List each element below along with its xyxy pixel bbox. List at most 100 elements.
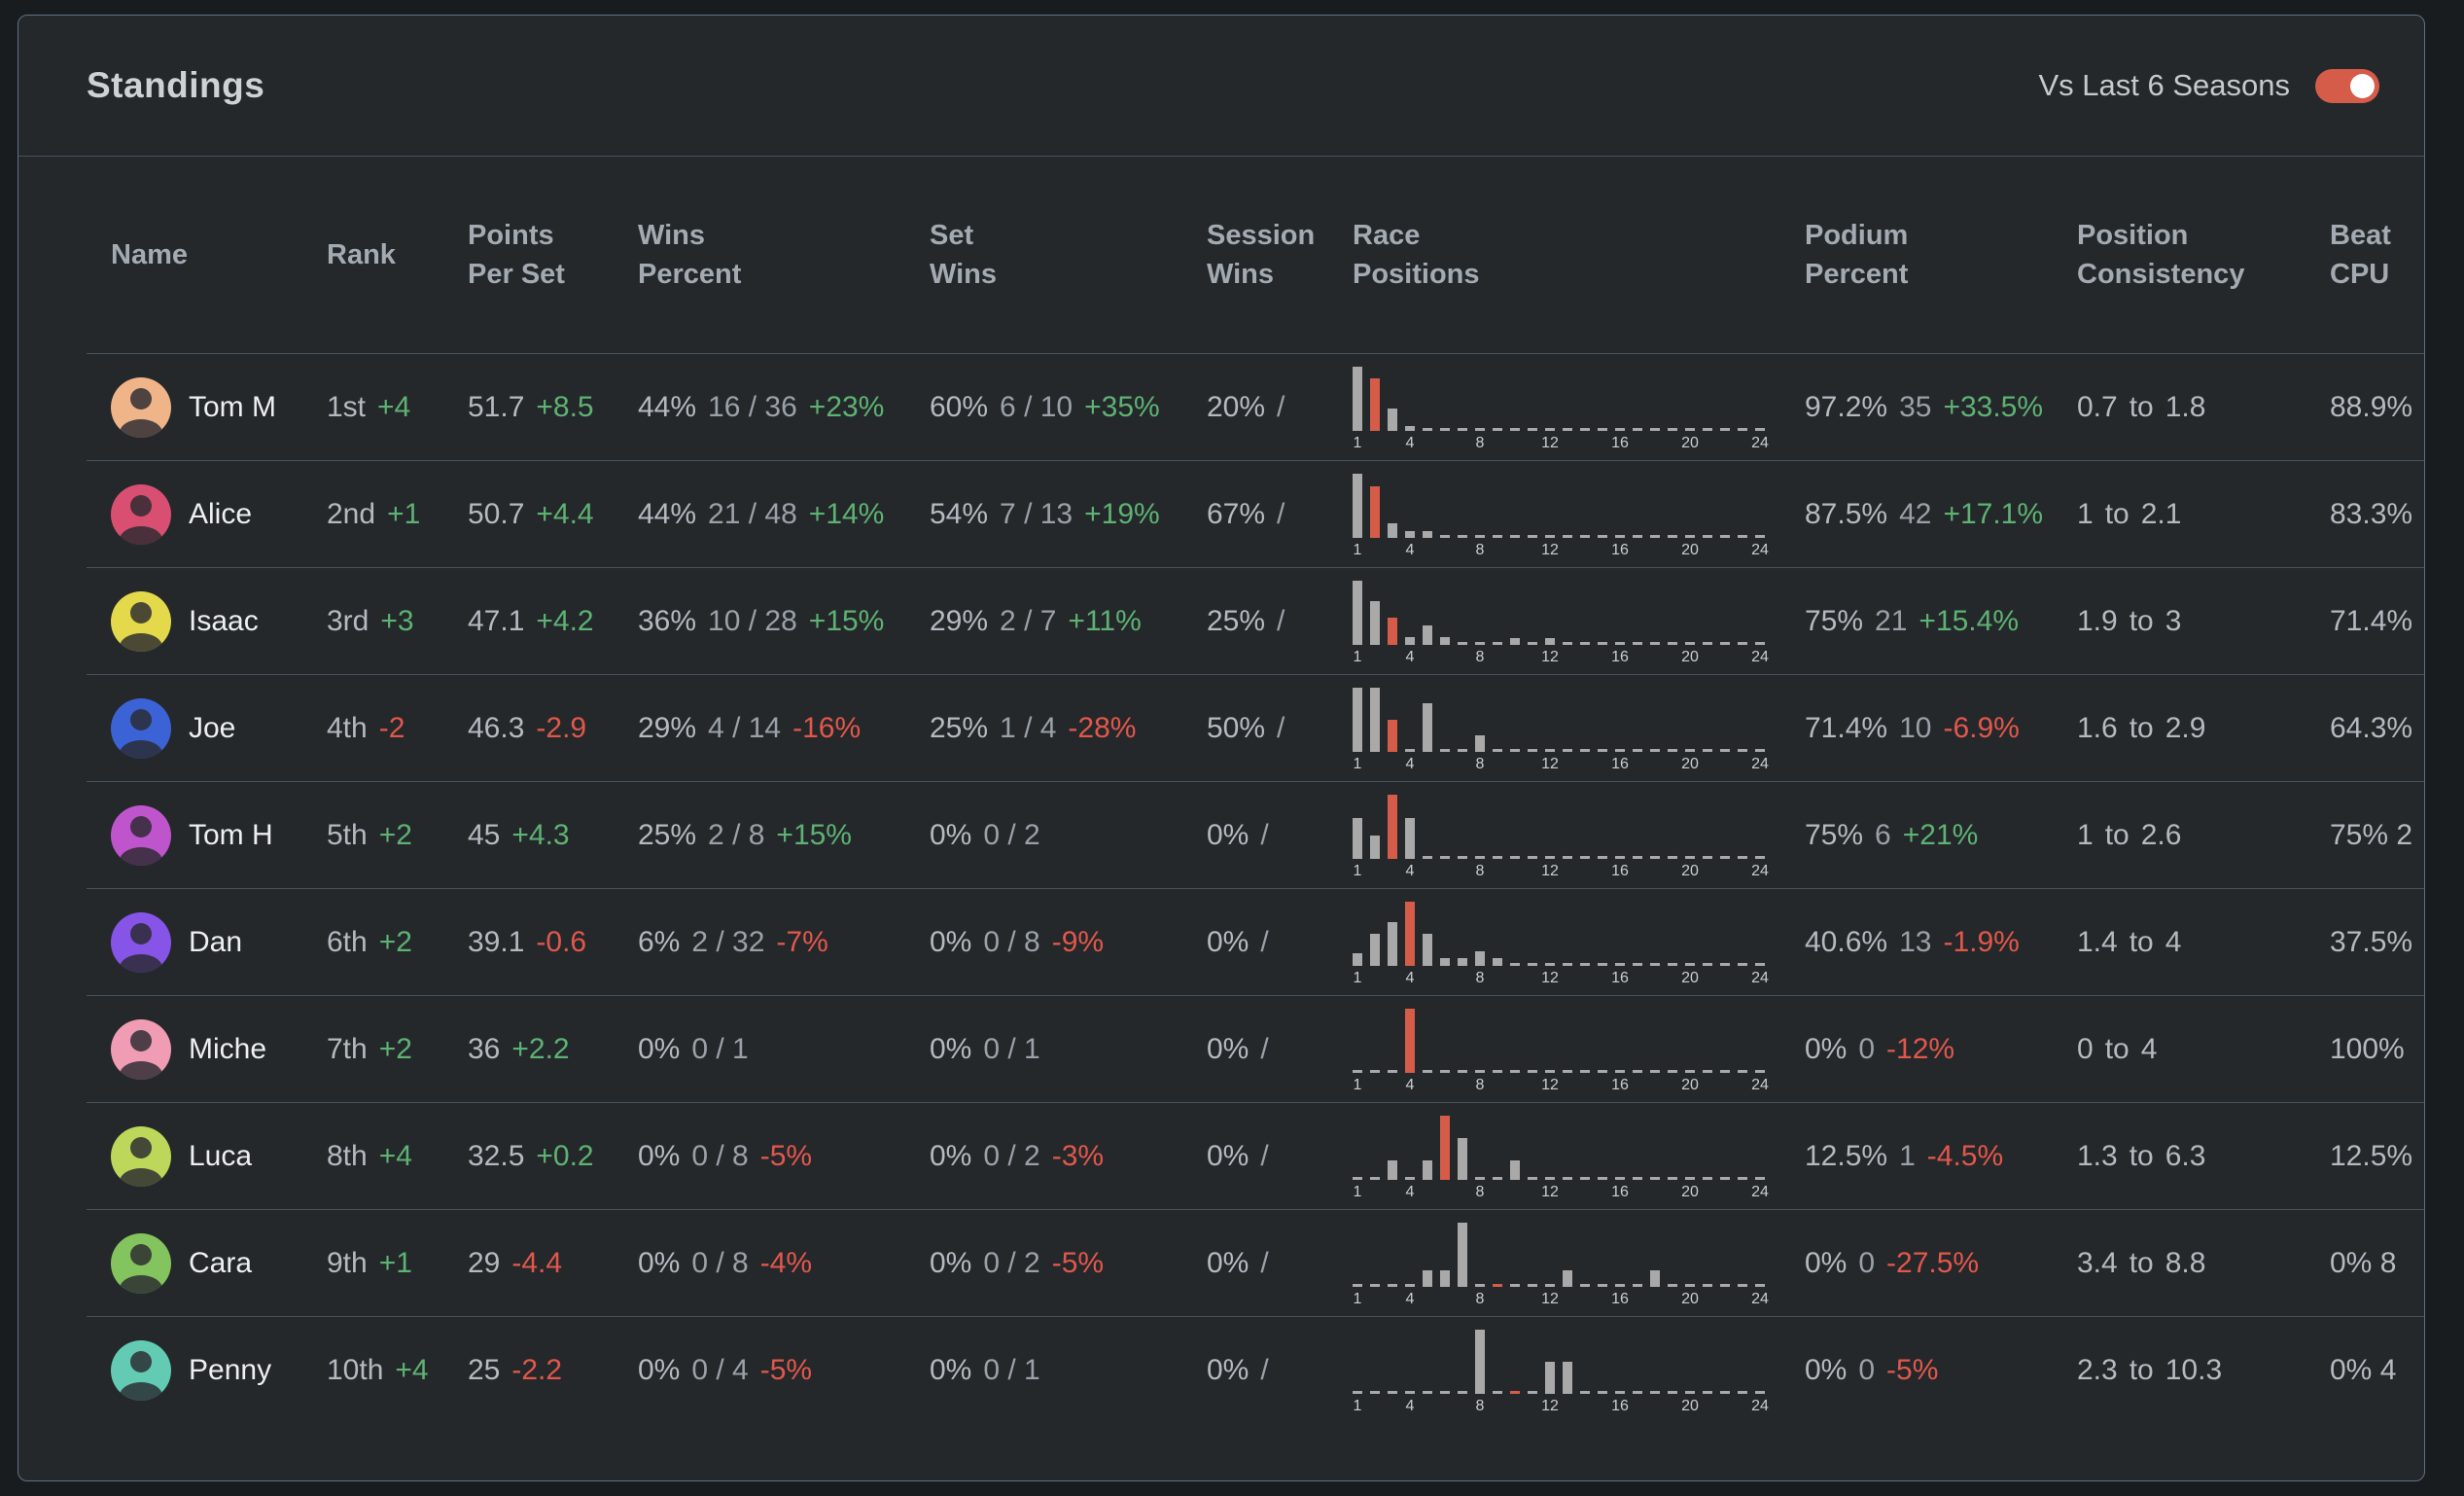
- race-position-slot: [1685, 535, 1695, 538]
- race-positions-cell: 1 4 8 12 16 20 24: [1328, 679, 1780, 777]
- avatar: [111, 1339, 171, 1401]
- wins-percent-value: 0%: [638, 1032, 681, 1065]
- race-position-bar: [1493, 1391, 1502, 1394]
- wins-percent-value: 44%: [638, 497, 697, 530]
- position-consistency-to-word: to: [2129, 390, 2154, 423]
- race-position-slot: [1703, 642, 1712, 645]
- race-position-slot: [1738, 1070, 1747, 1073]
- race-position-slot: [1545, 638, 1555, 645]
- race-position-slot: [1545, 1362, 1555, 1394]
- race-position-bar: [1598, 535, 1607, 538]
- race-position-slot: [1580, 1070, 1590, 1073]
- axis-tick-label: 1: [1353, 1077, 1362, 1093]
- race-position-slot: [1720, 535, 1730, 538]
- podium-percent-count: 35: [1899, 390, 1932, 423]
- race-position-bar: [1475, 1177, 1485, 1180]
- points-per-set-delta: +0.2: [536, 1139, 594, 1172]
- race-position-slot: [1370, 934, 1380, 966]
- race-position-slot: [1475, 428, 1485, 431]
- race-position-slot: [1615, 1284, 1625, 1287]
- race-position-slot: [1493, 749, 1502, 752]
- race-position-slot: [1440, 637, 1450, 645]
- table-row[interactable]: Dan 6th +2 39.1 -0.6 6% 2 / 32 -7% 0% 0 / 8 -9…: [87, 888, 2424, 995]
- axis-tick-label: 20: [1681, 435, 1699, 451]
- race-position-slot: [1738, 428, 1747, 431]
- table-row[interactable]: Alice 2nd +1 50.7 +4.4 44% 21 / 48 +14% 54% 7…: [87, 460, 2424, 567]
- race-position-slot: [1493, 1391, 1502, 1394]
- set-wins-fraction: 0 / 1: [983, 1353, 1040, 1386]
- race-position-bar: [1510, 638, 1520, 645]
- race-position-slot: [1633, 428, 1642, 431]
- race-position-bar: [1580, 1391, 1590, 1394]
- race-position-bar: [1388, 1391, 1397, 1394]
- podium-percent-cell: 87.5% 42 +17.1%: [1780, 498, 2053, 531]
- player-name-cell: Alice: [87, 483, 302, 545]
- race-position-slot: [1370, 1177, 1380, 1180]
- race-position-bar: [1353, 581, 1362, 645]
- table-row[interactable]: Isaac 3rd +3 47.1 +4.2 36% 10 / 28 +15% 29% 2…: [87, 567, 2424, 674]
- points-per-set-value: 46.3: [468, 711, 525, 744]
- table-row[interactable]: Penny 10th +4 25 -2.2 0% 0 / 4 -5% 0% 0 / 1 0…: [87, 1316, 2424, 1423]
- race-position-bar: [1423, 625, 1432, 645]
- position-consistency-to-word: to: [2129, 925, 2154, 958]
- table-row[interactable]: Joe 4th -2 46.3 -2.9 29% 4 / 14 -16% 25% 1 / …: [87, 674, 2424, 781]
- race-position-slot: [1388, 1391, 1397, 1394]
- race-position-bar: [1633, 1284, 1642, 1287]
- rank-value: 6th: [327, 925, 368, 958]
- axis-tick-label: 12: [1541, 435, 1559, 451]
- race-position-slot: [1668, 642, 1677, 645]
- race-position-slot: [1685, 1284, 1695, 1287]
- set-wins-cell: 60% 6 / 10 +35%: [905, 391, 1182, 424]
- race-positions-chart: 1 4 8 12 16 20 24: [1353, 367, 1769, 456]
- podium-percent-cell: 12.5% 1 -4.5%: [1780, 1140, 2053, 1173]
- race-position-slot: [1685, 1177, 1695, 1180]
- race-position-slot: [1510, 535, 1520, 538]
- race-position-slot: [1563, 428, 1572, 431]
- table-row[interactable]: Luca 8th +4 32.5 +0.2 0% 0 / 8 -5% 0% 0 / 2 -3…: [87, 1102, 2424, 1209]
- race-position-slot: [1650, 856, 1660, 859]
- race-positions-chart: 1 4 8 12 16 20 24: [1353, 902, 1769, 991]
- rank-cell: 9th +1: [302, 1247, 443, 1280]
- wins-percent-value: 0%: [638, 1139, 681, 1172]
- race-position-bar: [1615, 428, 1625, 431]
- race-positions-cell: 1 4 8 12 16 20 24: [1328, 786, 1780, 884]
- race-position-slot: [1615, 856, 1625, 859]
- race-position-bar: [1668, 1284, 1677, 1287]
- race-position-slot: [1738, 1284, 1747, 1287]
- race-position-slot: [1493, 1177, 1502, 1180]
- race-position-bar: [1755, 642, 1765, 645]
- table-row[interactable]: Tom M 1st +4 51.7 +8.5 44% 16 / 36 +23% 60% 6…: [87, 353, 2424, 460]
- position-consistency-from: 2.3: [2077, 1353, 2118, 1386]
- race-position-bar: [1738, 642, 1747, 645]
- rank-value: 9th: [327, 1246, 368, 1279]
- vs-last-seasons-toggle[interactable]: [2315, 68, 2379, 103]
- race-position-slot: [1755, 749, 1765, 752]
- race-position-slot: [1510, 638, 1520, 645]
- table-row[interactable]: Tom H 5th +2 45 +4.3 25% 2 / 8 +15% 0% 0 / 2 …: [87, 781, 2424, 888]
- race-position-bar: [1580, 535, 1590, 538]
- race-position-bar: [1458, 1391, 1467, 1394]
- table-row[interactable]: Cara 9th +1 29 -4.4 0% 0 / 8 -4% 0% 0 / 2 -5% …: [87, 1209, 2424, 1316]
- set-wins-value: 0%: [930, 1139, 972, 1172]
- race-position-slot: [1633, 1070, 1642, 1073]
- points-per-set-value: 25: [468, 1353, 501, 1386]
- session-wins-value: 50%: [1207, 711, 1266, 744]
- race-position-slot: [1738, 1391, 1747, 1394]
- race-position-bar: [1510, 535, 1520, 538]
- race-position-bar: [1475, 428, 1485, 431]
- wins-percent-delta: +14%: [808, 497, 885, 530]
- player-name-cell: Cara: [87, 1232, 302, 1294]
- session-wins-cell: 50% /: [1182, 712, 1328, 745]
- race-position-bar: [1598, 1391, 1607, 1394]
- race-position-slot: [1650, 1270, 1660, 1287]
- race-position-bar: [1545, 1177, 1555, 1180]
- race-position-bar: [1440, 428, 1450, 431]
- wins-percent-value: 29%: [638, 711, 697, 744]
- wins-percent-fraction: 0 / 1: [691, 1032, 749, 1065]
- table-row[interactable]: Miche 7th +2 36 +2.2 0% 0 / 1 0% 0 / 1 0% / 1…: [87, 995, 2424, 1102]
- race-position-bar: [1755, 963, 1765, 966]
- axis-tick-label: 12: [1541, 542, 1559, 558]
- podium-percent-delta: -27.5%: [1886, 1246, 1980, 1279]
- race-position-bar: [1458, 1070, 1467, 1073]
- set-wins-delta: -28%: [1068, 711, 1137, 744]
